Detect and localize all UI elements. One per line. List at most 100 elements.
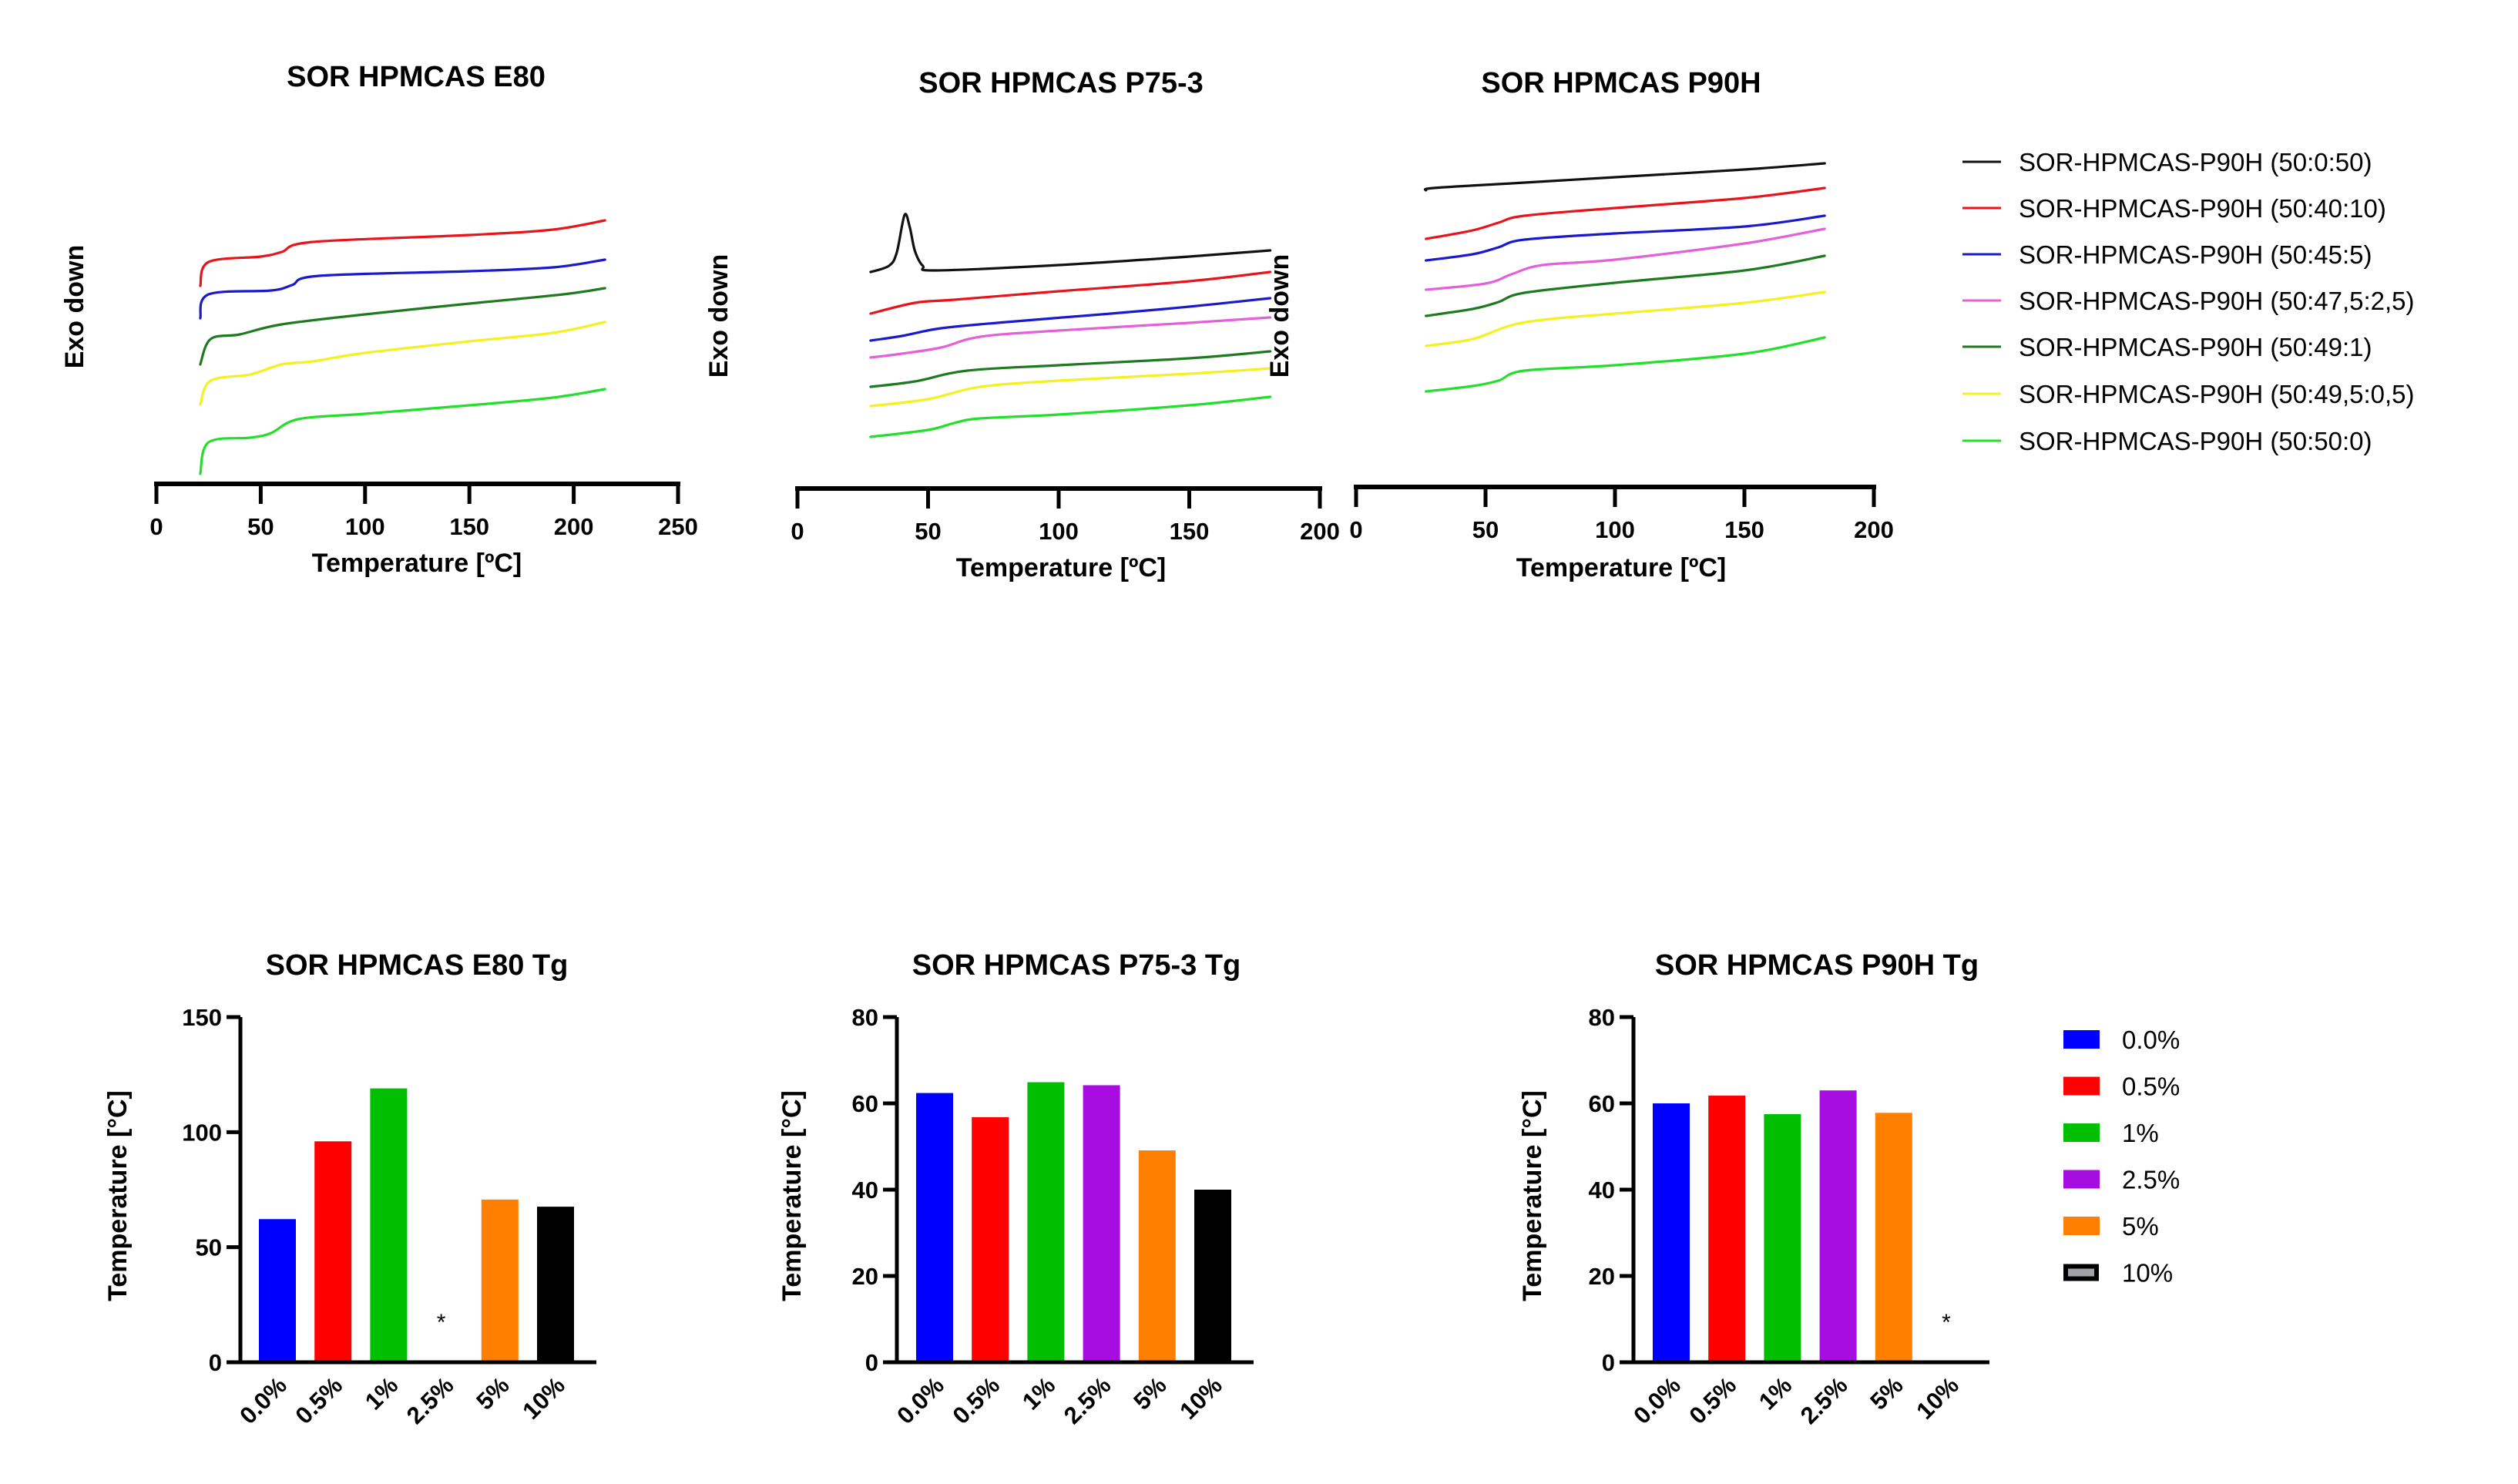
dsc-curve-series-0 bbox=[1423, 162, 1826, 192]
y-tick-label: 0 bbox=[1602, 1349, 1615, 1376]
dsc-curve-series-3 bbox=[869, 316, 1272, 359]
dsc-curve-series-1 bbox=[869, 270, 1272, 315]
y-tick-label: 40 bbox=[1589, 1177, 1615, 1204]
y-tick-label: 60 bbox=[1589, 1090, 1615, 1117]
y-axis-title: Temperature [°C] bbox=[103, 1090, 133, 1301]
y-axis-title: Exo down bbox=[60, 245, 89, 369]
legend-label: 10% bbox=[2122, 1259, 2173, 1288]
legend-label: 2.5% bbox=[2122, 1166, 2180, 1194]
chart-title: SOR HPMCAS P90H bbox=[1481, 67, 1761, 99]
dsc-curve-series-4 bbox=[869, 350, 1272, 388]
x-tick-label: 100 bbox=[1039, 518, 1079, 545]
legend-item: SOR-HPMCAS-P90H (50:49:1) bbox=[1962, 333, 2372, 361]
legend-swatch bbox=[2063, 1264, 2099, 1281]
x-axis-title: Temperature [ºC] bbox=[1516, 553, 1727, 583]
dsc-curve-series-0 bbox=[199, 219, 606, 287]
x-tick-label: 100 bbox=[345, 513, 385, 540]
x-tick-label: 200 bbox=[1854, 516, 1894, 543]
legend-label: SOR-HPMCAS-P90H (50:49,5:0,5) bbox=[2019, 380, 2415, 408]
bar-0-5- bbox=[314, 1141, 352, 1362]
dsc-curve-series-1 bbox=[1425, 186, 1826, 240]
x-axis: 0 50 100 150 200 bbox=[1349, 485, 1894, 543]
bar-5- bbox=[1875, 1113, 1912, 1362]
legend-label: SOR-HPMCAS-P90H (50:40:10) bbox=[2019, 194, 2386, 223]
y-tick-label: 60 bbox=[852, 1090, 878, 1117]
legend-item: 1% bbox=[2063, 1119, 2159, 1147]
bar-10- bbox=[537, 1207, 574, 1362]
y-axis-title: Exo down bbox=[1265, 254, 1294, 378]
y-tick-label: 0 bbox=[209, 1349, 222, 1376]
y-tick-label: 80 bbox=[1589, 1004, 1615, 1031]
x-tick-label: 50 bbox=[1472, 516, 1499, 543]
legend-swatch bbox=[2063, 1217, 2100, 1235]
dsc-panel-p90h: SOR HPMCAS P90H Exo down Temperature [ºC… bbox=[1265, 67, 1894, 583]
dsc-curve-series-4 bbox=[199, 388, 606, 475]
bar-1- bbox=[370, 1088, 408, 1362]
curves bbox=[199, 219, 606, 475]
legend-label: SOR-HPMCAS-P90H (50:45:5) bbox=[2019, 240, 2372, 269]
legend-swatch bbox=[2063, 1076, 2100, 1096]
bars bbox=[1653, 1090, 1912, 1362]
dsc-panel-p75-3: SOR HPMCAS P75-3 Exo down Temperature [º… bbox=[704, 67, 1340, 583]
bar-1- bbox=[1027, 1082, 1065, 1362]
y-tick-label: 100 bbox=[182, 1119, 222, 1146]
bar-legend: 0.0% 0.5% 1% 2.5% 5% 10% bbox=[2063, 1026, 2180, 1288]
bars bbox=[916, 1082, 1231, 1362]
legend-label: SOR-HPMCAS-P90H (50:47,5:2,5) bbox=[2019, 287, 2415, 315]
x-axis-title: Temperature [ºC] bbox=[956, 553, 1167, 583]
bar-2-5- bbox=[1083, 1085, 1120, 1362]
dsc-curve-series-2 bbox=[1425, 214, 1826, 262]
y-tick-label: 20 bbox=[1589, 1263, 1615, 1290]
legend-item: SOR-HPMCAS-P90H (50:50:0) bbox=[1962, 427, 2372, 455]
x-axis: 0 50 100 150 200 bbox=[791, 486, 1340, 545]
y-axis-title: Exo down bbox=[704, 254, 734, 378]
curves bbox=[869, 213, 1272, 438]
y-axis-title: Temperature [°C] bbox=[1518, 1090, 1547, 1301]
x-tick-label: 50 bbox=[247, 513, 274, 540]
chart-title: SOR HPMCAS P75-3 bbox=[918, 67, 1204, 99]
legend-label: 5% bbox=[2122, 1212, 2159, 1241]
bars bbox=[259, 1088, 574, 1362]
bar-5- bbox=[481, 1199, 519, 1362]
dsc-curve-series-5 bbox=[1425, 290, 1826, 347]
x-tick-label: 50 bbox=[915, 518, 941, 545]
legend-item: 10% bbox=[2063, 1259, 2173, 1288]
bar-0-0- bbox=[259, 1219, 296, 1362]
line-legend: SOR-HPMCAS-P90H (50:0:50) SOR-HPMCAS-P90H… bbox=[1962, 148, 2415, 455]
y-tick-label: 50 bbox=[196, 1234, 222, 1261]
x-tick-label: 0 bbox=[149, 513, 163, 540]
y-tick-label: 150 bbox=[182, 1004, 222, 1031]
legend-swatch bbox=[2063, 1123, 2100, 1142]
bar-2-5- bbox=[1819, 1090, 1857, 1362]
legend-item: 0.5% bbox=[2063, 1073, 2180, 1101]
dsc-curve-series-5 bbox=[869, 367, 1272, 408]
x-axis-title: Temperature [ºC] bbox=[312, 549, 522, 578]
legend-swatch bbox=[2063, 1170, 2100, 1189]
legend-label: SOR-HPMCAS-P90H (50:0:50) bbox=[2019, 148, 2372, 176]
annotation-asterisk: * bbox=[437, 1310, 446, 1335]
legend-item: 2.5% bbox=[2063, 1166, 2180, 1194]
legend-item: 5% bbox=[2063, 1212, 2159, 1241]
bar-10- bbox=[1194, 1190, 1231, 1362]
y-tick-label: 20 bbox=[852, 1263, 878, 1290]
legend-swatch bbox=[2063, 1030, 2100, 1049]
legend-label: 0.0% bbox=[2122, 1026, 2180, 1054]
y-tick-label: 40 bbox=[852, 1177, 878, 1204]
dsc-panel-e80: SOR HPMCAS E80 Exo down Temperature [ºC]… bbox=[60, 61, 698, 578]
x-tick-label: 150 bbox=[1170, 518, 1210, 545]
chart-title: SOR HPMCAS E80 Tg bbox=[266, 949, 569, 982]
bar-0-0- bbox=[1653, 1103, 1690, 1362]
x-tick-label: 0 bbox=[1349, 516, 1362, 543]
dsc-curve-series-3 bbox=[1425, 227, 1826, 291]
bar-0-5- bbox=[1708, 1095, 1746, 1362]
x-tick-label: 150 bbox=[1724, 516, 1764, 543]
bar-0-5- bbox=[972, 1116, 1009, 1362]
x-tick-label: 200 bbox=[554, 513, 594, 540]
dsc-curve-series-1 bbox=[199, 258, 606, 320]
bar-1- bbox=[1764, 1114, 1801, 1362]
legend-label: SOR-HPMCAS-P90H (50:50:0) bbox=[2019, 427, 2372, 455]
y-tick-label: 0 bbox=[865, 1349, 878, 1376]
dsc-curve-series-0 bbox=[869, 213, 1272, 274]
